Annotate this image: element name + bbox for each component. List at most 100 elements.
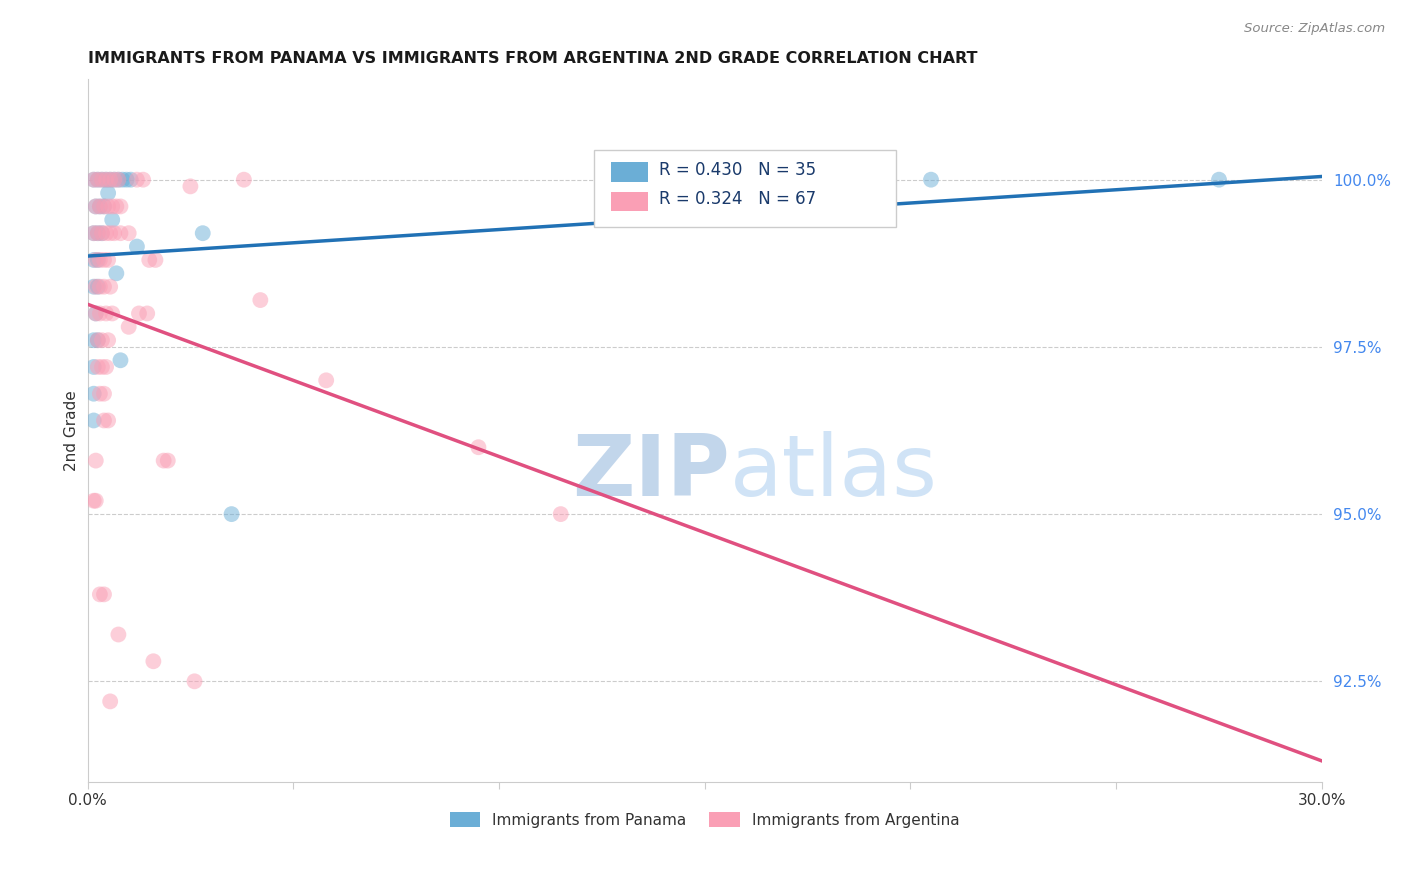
FancyBboxPatch shape — [610, 162, 648, 182]
Point — [91, 359, 114, 374]
Point — [107, 172, 129, 186]
Point — [110, 226, 132, 240]
Point — [920, 172, 942, 186]
Point — [94, 172, 117, 186]
Point — [93, 413, 115, 427]
Point — [89, 587, 111, 601]
Point — [97, 413, 120, 427]
Point — [110, 353, 132, 368]
Point — [84, 493, 107, 508]
Point — [83, 252, 105, 267]
Point — [120, 172, 142, 186]
Text: ZIP: ZIP — [572, 431, 730, 514]
Point — [83, 333, 105, 347]
Point — [87, 226, 110, 240]
Point — [101, 306, 124, 320]
Point — [142, 654, 165, 668]
Text: R = 0.430   N = 35: R = 0.430 N = 35 — [659, 161, 815, 179]
Point — [98, 694, 121, 708]
Point — [93, 199, 115, 213]
FancyBboxPatch shape — [593, 150, 896, 227]
Text: IMMIGRANTS FROM PANAMA VS IMMIGRANTS FROM ARGENTINA 2ND GRADE CORRELATION CHART: IMMIGRANTS FROM PANAMA VS IMMIGRANTS FRO… — [87, 51, 977, 66]
Point — [110, 199, 132, 213]
Point — [145, 252, 167, 267]
Point — [179, 179, 201, 194]
Point — [97, 333, 120, 347]
Point — [315, 373, 337, 387]
Point — [83, 386, 105, 401]
Point — [84, 199, 107, 213]
Point — [91, 333, 114, 347]
Point — [93, 252, 115, 267]
Point — [128, 306, 150, 320]
Point — [87, 172, 110, 186]
Point — [84, 252, 107, 267]
Point — [101, 199, 124, 213]
Point — [87, 359, 110, 374]
Point — [91, 226, 114, 240]
Point — [111, 172, 134, 186]
Point — [98, 226, 121, 240]
Legend: Immigrants from Panama, Immigrants from Argentina: Immigrants from Panama, Immigrants from … — [443, 805, 966, 834]
Point — [103, 172, 125, 186]
Point — [91, 172, 114, 186]
Point — [94, 359, 117, 374]
Point — [83, 172, 105, 186]
Point — [152, 453, 174, 467]
Point — [89, 199, 111, 213]
Point — [98, 172, 121, 186]
Point — [93, 587, 115, 601]
Point — [97, 186, 120, 200]
Point — [467, 440, 489, 454]
Point — [83, 279, 105, 293]
Point — [94, 226, 117, 240]
Point — [83, 359, 105, 374]
Point — [98, 172, 121, 186]
Point — [115, 172, 138, 186]
Point — [89, 252, 111, 267]
Point — [83, 172, 105, 186]
Point — [105, 199, 128, 213]
Point — [103, 172, 125, 186]
Point — [97, 252, 120, 267]
Point — [84, 306, 107, 320]
Point — [105, 266, 128, 280]
Point — [83, 226, 105, 240]
Point — [83, 413, 105, 427]
Point — [97, 199, 120, 213]
Point — [89, 199, 111, 213]
Point — [221, 507, 243, 521]
Point — [87, 333, 110, 347]
Point — [138, 252, 160, 267]
Point — [87, 252, 110, 267]
Point — [83, 226, 105, 240]
Point — [93, 386, 115, 401]
Point — [94, 306, 117, 320]
Point — [249, 293, 271, 307]
Point — [550, 507, 572, 521]
Point — [84, 306, 107, 320]
Point — [89, 306, 111, 320]
Point — [93, 279, 115, 293]
Point — [84, 453, 107, 467]
Point — [125, 239, 148, 253]
Point — [93, 199, 115, 213]
Point — [84, 199, 107, 213]
Text: Source: ZipAtlas.com: Source: ZipAtlas.com — [1244, 22, 1385, 36]
Point — [103, 226, 125, 240]
Y-axis label: 2nd Grade: 2nd Grade — [65, 390, 79, 471]
FancyBboxPatch shape — [610, 192, 648, 211]
Point — [91, 172, 114, 186]
Point — [89, 279, 111, 293]
Point — [183, 674, 205, 689]
Point — [83, 493, 105, 508]
Point — [191, 226, 214, 240]
Text: atlas: atlas — [730, 431, 938, 514]
Point — [91, 226, 114, 240]
Point — [101, 212, 124, 227]
Point — [107, 172, 129, 186]
Point — [118, 226, 141, 240]
Point — [87, 226, 110, 240]
Point — [1208, 172, 1230, 186]
Point — [89, 386, 111, 401]
